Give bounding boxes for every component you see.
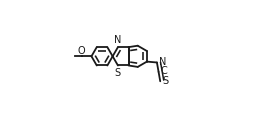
Text: S: S	[114, 68, 120, 78]
Text: C: C	[161, 66, 168, 76]
Text: N: N	[159, 57, 167, 67]
Text: O: O	[78, 46, 86, 56]
Text: N: N	[114, 35, 121, 45]
Text: S: S	[163, 76, 169, 86]
